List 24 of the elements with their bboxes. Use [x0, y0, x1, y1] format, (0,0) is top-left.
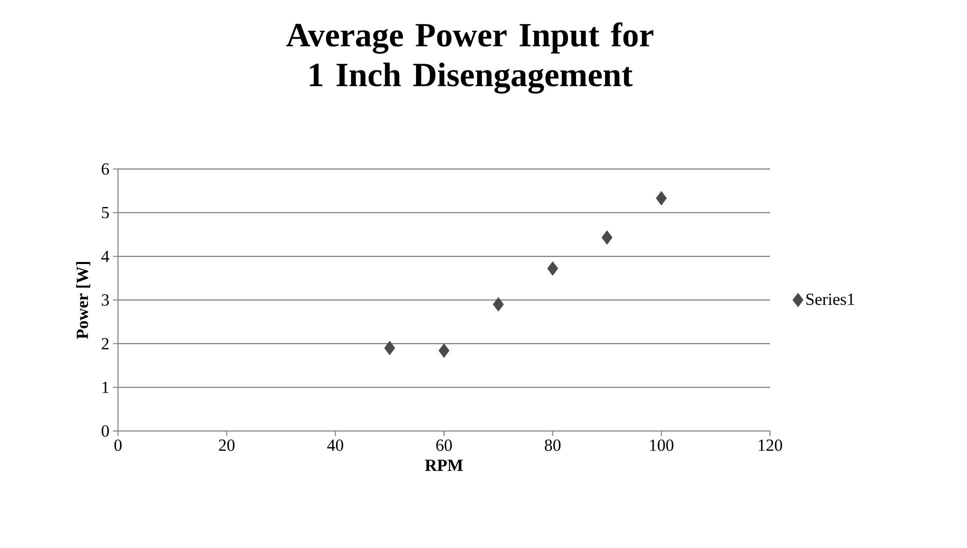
point	[656, 191, 667, 206]
y-tick-label: 2	[102, 338, 109, 350]
point	[547, 261, 558, 276]
x-axis-title: RPM	[425, 460, 463, 471]
y-tick-label: 5	[102, 207, 109, 218]
y-axis-title: Power [W]	[76, 262, 90, 339]
chart-title: Average Power Input for 1 Inch Disengagement	[286, 22, 654, 94]
point	[384, 340, 396, 356]
point	[492, 297, 504, 312]
x-tick-label: 40	[327, 440, 344, 451]
y-tick-label: 6	[102, 163, 109, 175]
x-tick-label: 0	[114, 440, 122, 451]
x-tick-label: 100	[650, 440, 674, 451]
point	[438, 343, 450, 358]
y-tick-label: 1	[102, 382, 108, 393]
legend-label: Series1	[806, 294, 854, 306]
x-tick-label: 60	[436, 440, 452, 451]
x-tick-label: 80	[544, 440, 561, 451]
y-tick-label: 0	[102, 425, 109, 437]
x-tick-label: 120	[758, 440, 782, 451]
y-tick-label: 3	[102, 294, 109, 306]
x-tick-label: 20	[218, 440, 235, 451]
y-tick-label: 4	[101, 250, 110, 262]
point	[602, 230, 612, 245]
